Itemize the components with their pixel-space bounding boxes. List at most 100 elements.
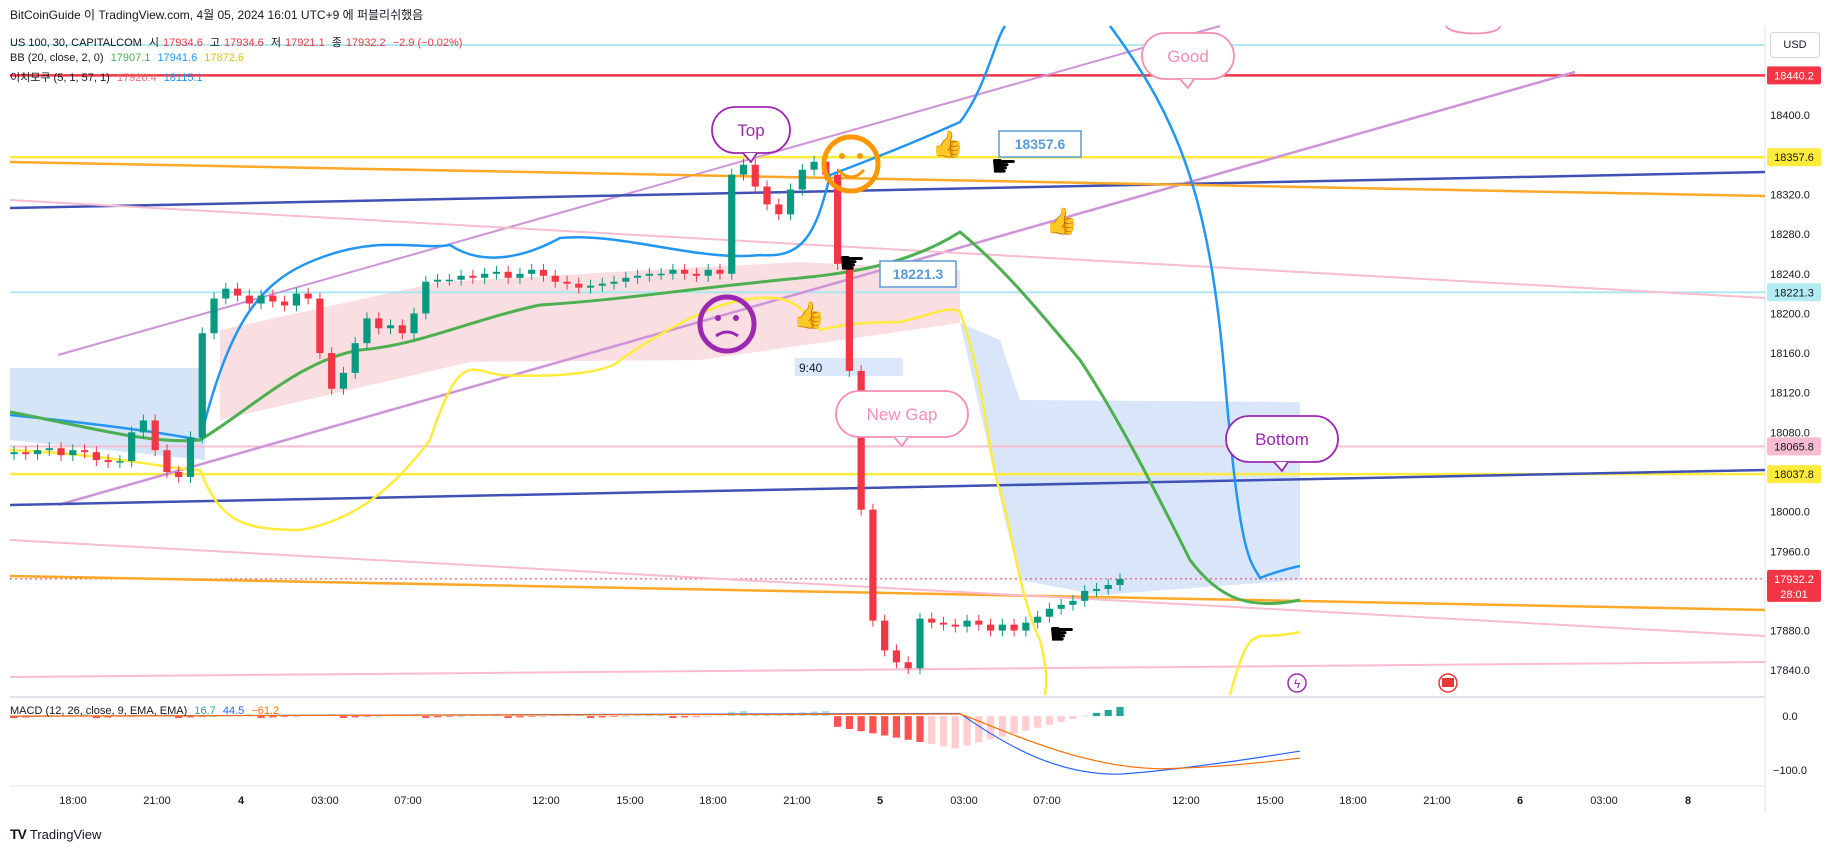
- candle[interactable]: [339, 366, 348, 395]
- candle[interactable]: [1081, 584, 1089, 607]
- pink-trend-upper[interactable]: [9, 199, 1766, 299]
- candle[interactable]: [175, 466, 183, 483]
- candle[interactable]: [351, 337, 359, 379]
- bollinger-basis[interactable]: [9, 230, 1301, 606]
- candle[interactable]: [845, 257, 853, 377]
- candle[interactable]: [904, 656, 912, 675]
- bollinger-legend[interactable]: BB (20, close, 2, 0) 17907.1 17941.6 178…: [10, 52, 248, 64]
- candle[interactable]: [1045, 602, 1054, 623]
- candle[interactable]: [245, 289, 253, 310]
- candle[interactable]: [998, 618, 1006, 637]
- candle[interactable]: [422, 275, 430, 320]
- candle[interactable]: [410, 307, 418, 340]
- bollinger-lower[interactable]: [9, 296, 1301, 696]
- price-label-tag[interactable]: [1767, 66, 1821, 85]
- candle[interactable]: [716, 263, 724, 280]
- orange-trend-upper[interactable]: [9, 160, 1766, 198]
- candle[interactable]: [33, 444, 42, 461]
- price-label-tag[interactable]: [1767, 283, 1821, 302]
- candle[interactable]: [281, 295, 289, 312]
- candle[interactable]: [22, 446, 30, 461]
- candle[interactable]: [198, 327, 206, 444]
- candle[interactable]: [69, 444, 77, 462]
- candle[interactable]: [80, 444, 89, 459]
- candle[interactable]: [622, 271, 630, 288]
- candle[interactable]: [516, 267, 524, 284]
- candle[interactable]: [1116, 573, 1124, 591]
- candle[interactable]: [610, 275, 618, 290]
- signal-line[interactable]: [9, 713, 1301, 770]
- candle[interactable]: [645, 267, 653, 282]
- earnings-event-icon[interactable]: [1287, 673, 1307, 693]
- candle[interactable]: [104, 454, 112, 469]
- candle[interactable]: [186, 431, 195, 483]
- candle[interactable]: [963, 614, 971, 633]
- candle[interactable]: [916, 612, 924, 675]
- candle[interactable]: [951, 618, 959, 633]
- candle[interactable]: [1069, 594, 1077, 611]
- candle[interactable]: [786, 183, 795, 221]
- smiley-icon[interactable]: [821, 134, 881, 194]
- macd-legend[interactable]: MACD (12, 26, close, 9, EMA, EMA) 16.7 4…: [10, 705, 283, 717]
- bubble-top[interactable]: Top: [711, 106, 791, 164]
- candle[interactable]: [481, 267, 489, 284]
- candle[interactable]: [363, 312, 371, 350]
- candle[interactable]: [328, 347, 336, 395]
- candle[interactable]: [1034, 610, 1042, 629]
- candle[interactable]: [763, 180, 771, 211]
- candle[interactable]: [57, 442, 65, 462]
- candle[interactable]: [433, 273, 442, 288]
- price-label-tag[interactable]: [1767, 437, 1821, 456]
- macd-line[interactable]: [9, 712, 1301, 775]
- price-label-tag[interactable]: [1767, 148, 1821, 167]
- hand-pointer-icon[interactable]: ☛: [991, 150, 1018, 183]
- candle[interactable]: [669, 263, 677, 280]
- candle[interactable]: [633, 269, 642, 284]
- bubble-bottom[interactable]: Bottom: [1225, 415, 1339, 473]
- hand-pointer-icon[interactable]: ☛: [839, 247, 866, 280]
- candle[interactable]: [1092, 583, 1101, 597]
- candle[interactable]: [975, 614, 983, 631]
- price-tag-mid[interactable]: 18221.3: [879, 260, 957, 288]
- price-tag-high[interactable]: 18357.6: [998, 130, 1082, 158]
- candle[interactable]: [92, 446, 100, 467]
- candle[interactable]: [163, 444, 171, 478]
- thumbs-up-icon[interactable]: 👍: [932, 129, 964, 159]
- candle[interactable]: [528, 263, 536, 280]
- candle[interactable]: [728, 168, 736, 280]
- ichimoku-legend[interactable]: 이치모쿠 (5, 1, 57, 1) 17926.4 18115.1: [10, 69, 207, 85]
- candle[interactable]: [551, 269, 559, 288]
- candle[interactable]: [857, 364, 865, 516]
- candle[interactable]: [386, 319, 395, 335]
- candle[interactable]: [151, 414, 159, 457]
- candle[interactable]: [233, 282, 242, 302]
- candle[interactable]: [692, 267, 701, 282]
- tradingview-logo[interactable]: TV TradingView: [10, 826, 101, 842]
- candle[interactable]: [810, 155, 818, 176]
- thumbs-up-icon[interactable]: 👍: [1046, 206, 1078, 236]
- purple-channel-lower[interactable]: [57, 70, 1576, 507]
- pink-trend-bottom[interactable]: [9, 661, 1766, 678]
- candle[interactable]: [116, 455, 124, 469]
- candle[interactable]: [269, 289, 277, 308]
- candle[interactable]: [575, 277, 583, 294]
- candle[interactable]: [1010, 618, 1018, 637]
- candle[interactable]: [1104, 579, 1112, 595]
- candle[interactable]: [316, 292, 324, 360]
- candle[interactable]: [375, 312, 383, 335]
- candle[interactable]: [739, 158, 748, 181]
- candle[interactable]: [704, 263, 712, 282]
- pink-trend-lower[interactable]: [9, 539, 1766, 637]
- candle[interactable]: [539, 263, 548, 282]
- candle[interactable]: [1022, 616, 1030, 637]
- candle[interactable]: [139, 414, 148, 439]
- candle[interactable]: [775, 198, 783, 221]
- bubble-good[interactable]: Good: [1141, 32, 1235, 90]
- price-label-tag[interactable]: [1767, 465, 1821, 484]
- thumbs-up-icon[interactable]: 👍: [793, 300, 825, 330]
- candle[interactable]: [986, 618, 995, 637]
- candle[interactable]: [928, 612, 936, 629]
- bubble-new-gap[interactable]: New Gap: [835, 390, 969, 448]
- candle[interactable]: [563, 275, 571, 290]
